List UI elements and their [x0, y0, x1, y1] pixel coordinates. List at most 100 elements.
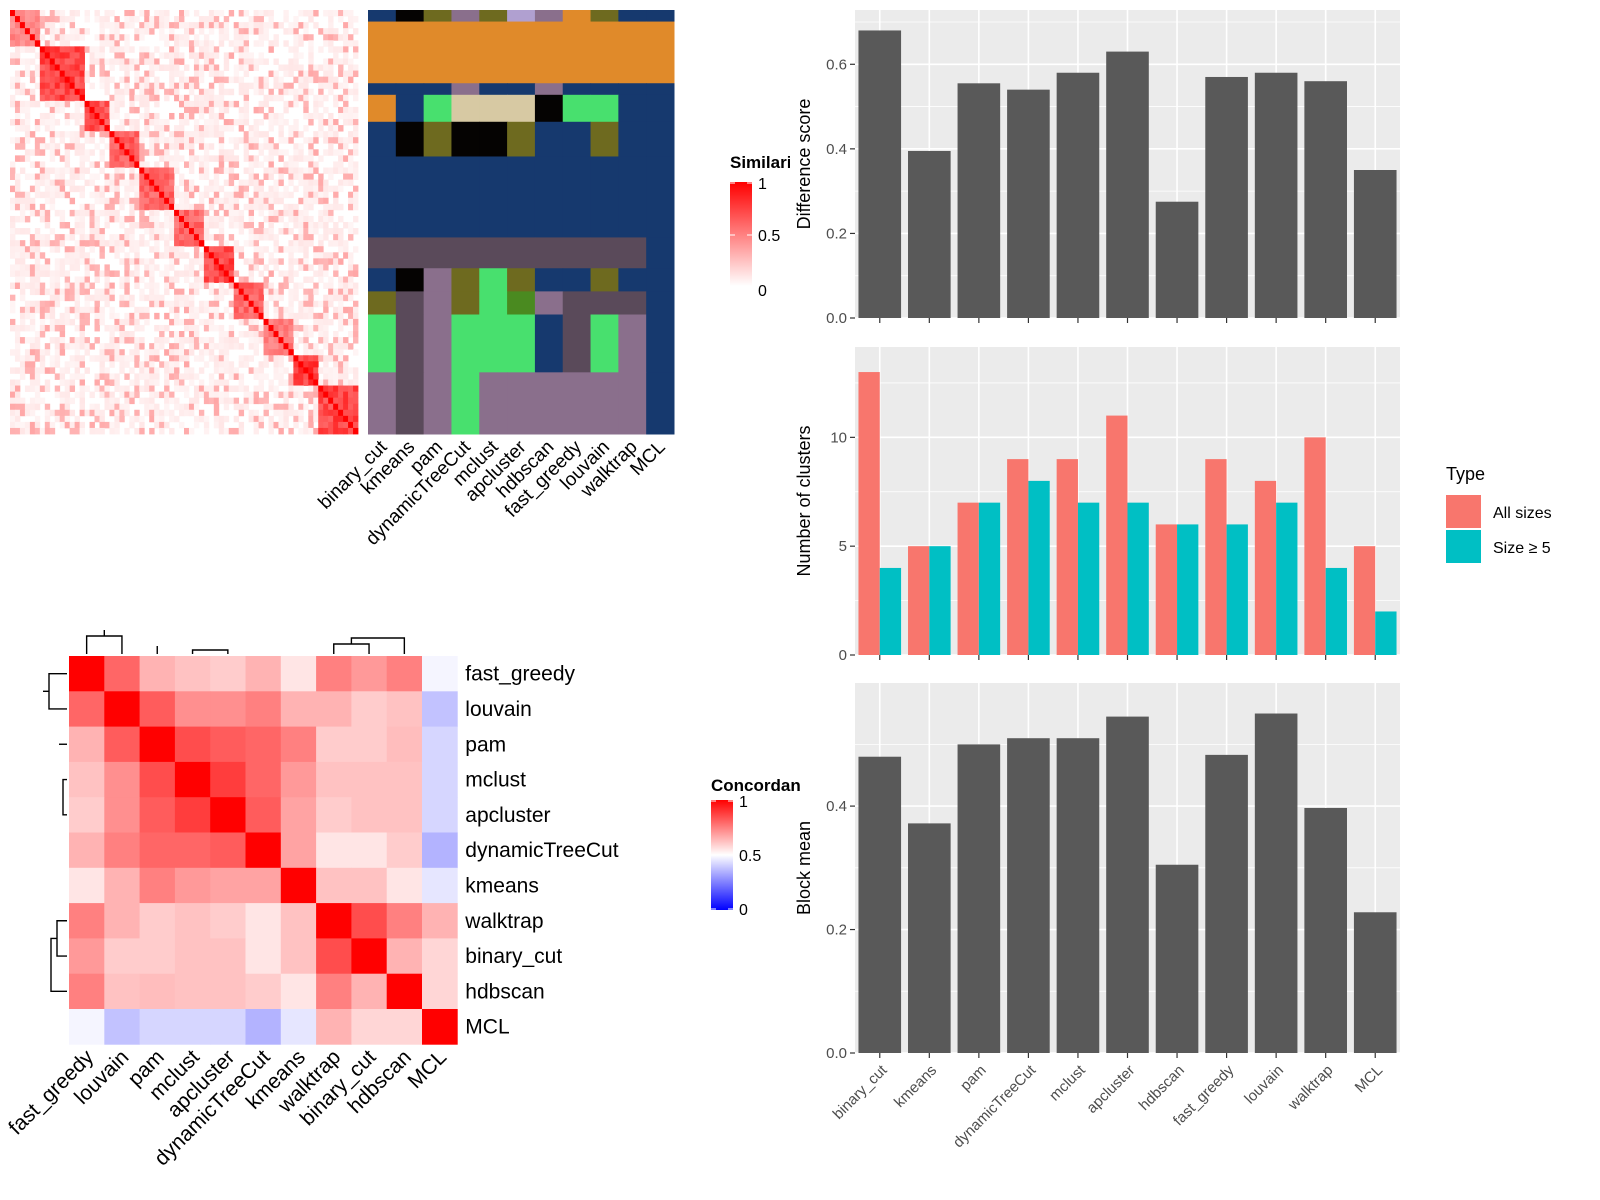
similarity-cell: [333, 167, 339, 174]
similarity-cell: [223, 427, 230, 435]
similarity-cell: [179, 203, 185, 211]
similarity-cell: [19, 324, 26, 332]
similarity-cell: [174, 379, 180, 386]
similarity-cell: [338, 288, 344, 296]
similarity-cell: [298, 149, 304, 156]
similarity-cell: [74, 88, 80, 96]
similarity-cell: [278, 337, 284, 344]
similarity-cell: [228, 343, 235, 350]
similarity-cell: [238, 228, 245, 235]
similarity-cell: [188, 294, 195, 302]
similarity-cell: [283, 306, 289, 314]
similarity-cell: [353, 112, 359, 120]
similarity-cell: [218, 149, 225, 156]
similarity-cell: [184, 94, 190, 102]
similarity-cell: [348, 312, 354, 320]
similarity-cell: [184, 355, 190, 362]
similarity-cell: [10, 82, 16, 90]
similarity-cell: [179, 112, 185, 120]
similarity-cell: [34, 52, 41, 59]
similarity-cell: [313, 318, 319, 326]
similarity-cell: [338, 228, 344, 235]
similarity-cell: [179, 119, 185, 126]
similarity-cell: [263, 234, 269, 241]
similarity-cell: [288, 155, 294, 162]
bar-kmeans-all-sizes: [908, 546, 930, 655]
similarity-cell: [198, 143, 205, 150]
similarity-cell: [184, 361, 190, 368]
similarity-cell: [139, 82, 145, 90]
similarity-cell: [174, 367, 180, 374]
similarity-cell: [84, 16, 90, 23]
similarity-cell: [139, 276, 145, 283]
similarity-cell: [308, 46, 314, 53]
similarity-cell: [288, 337, 294, 344]
similarity-cell: [149, 264, 155, 271]
similarity-cell: [343, 306, 349, 314]
similarity-heatmap: [10, 10, 359, 435]
similarity-cell: [218, 391, 225, 399]
similarity-cell: [203, 143, 210, 150]
similarity-cell: [154, 94, 160, 102]
similarity-cell: [238, 318, 245, 326]
similarity-cell: [218, 197, 225, 205]
similarity-cell: [74, 337, 80, 344]
concordance-cell: [139, 938, 176, 975]
similarity-cell: [243, 288, 250, 296]
concordance-cell: [280, 761, 317, 798]
similarity-cell: [10, 324, 16, 332]
similarity-cell: [29, 270, 36, 277]
similarity-cell: [144, 397, 150, 405]
similarity-cell: [64, 16, 71, 23]
similarity-cell: [198, 306, 205, 314]
similarity-cell: [99, 46, 105, 53]
similarity-cell: [174, 88, 180, 96]
similarity-cell: [328, 40, 334, 47]
similarity-cell: [353, 167, 359, 174]
similarity-cell: [49, 203, 56, 211]
similarity-cell: [169, 252, 175, 259]
cluster-strip-cell: [507, 237, 536, 269]
similarity-cell: [119, 403, 125, 411]
similarity-cell: [188, 318, 195, 326]
similarity-cell: [263, 361, 269, 368]
similarity-cell: [353, 149, 359, 156]
similarity-cell: [24, 106, 31, 114]
similarity-cell: [253, 415, 259, 423]
similarity-cell: [218, 82, 225, 90]
similarity-cell: [124, 385, 130, 392]
similarity-cell: [114, 240, 120, 247]
similarity-cell: [79, 276, 85, 283]
similarity-cell: [228, 167, 235, 174]
similarity-cell: [109, 64, 115, 71]
similarity-cell: [293, 167, 299, 174]
cluster-strip-cell: [451, 156, 480, 238]
similarity-cell: [258, 58, 264, 65]
similarity-cell: [109, 10, 115, 17]
similarity-cell: [164, 252, 170, 259]
similarity-cell: [248, 52, 254, 59]
similarity-cell: [308, 10, 314, 17]
similarity-cell: [298, 94, 304, 102]
similarity-cell: [248, 179, 254, 187]
similarity-cell: [293, 312, 299, 320]
similarity-cell: [353, 46, 359, 53]
similarity-cell: [149, 94, 155, 102]
similarity-cell: [263, 34, 269, 41]
similarity-cell: [283, 119, 289, 126]
similarity-cell: [154, 324, 160, 332]
similarity-cell: [268, 191, 274, 199]
similarity-cell: [39, 288, 46, 296]
similarity-cell: [179, 318, 185, 326]
similarity-cell: [134, 155, 140, 162]
similarity-cell: [124, 355, 130, 362]
similarity-cell: [203, 191, 210, 199]
similarity-cell: [268, 149, 274, 156]
similarity-cell: [308, 294, 314, 302]
similarity-cell: [188, 343, 195, 350]
similarity-cell: [193, 10, 200, 17]
similarity-cell: [328, 34, 334, 41]
similarity-cell: [288, 312, 294, 320]
similarity-cell: [34, 191, 41, 199]
